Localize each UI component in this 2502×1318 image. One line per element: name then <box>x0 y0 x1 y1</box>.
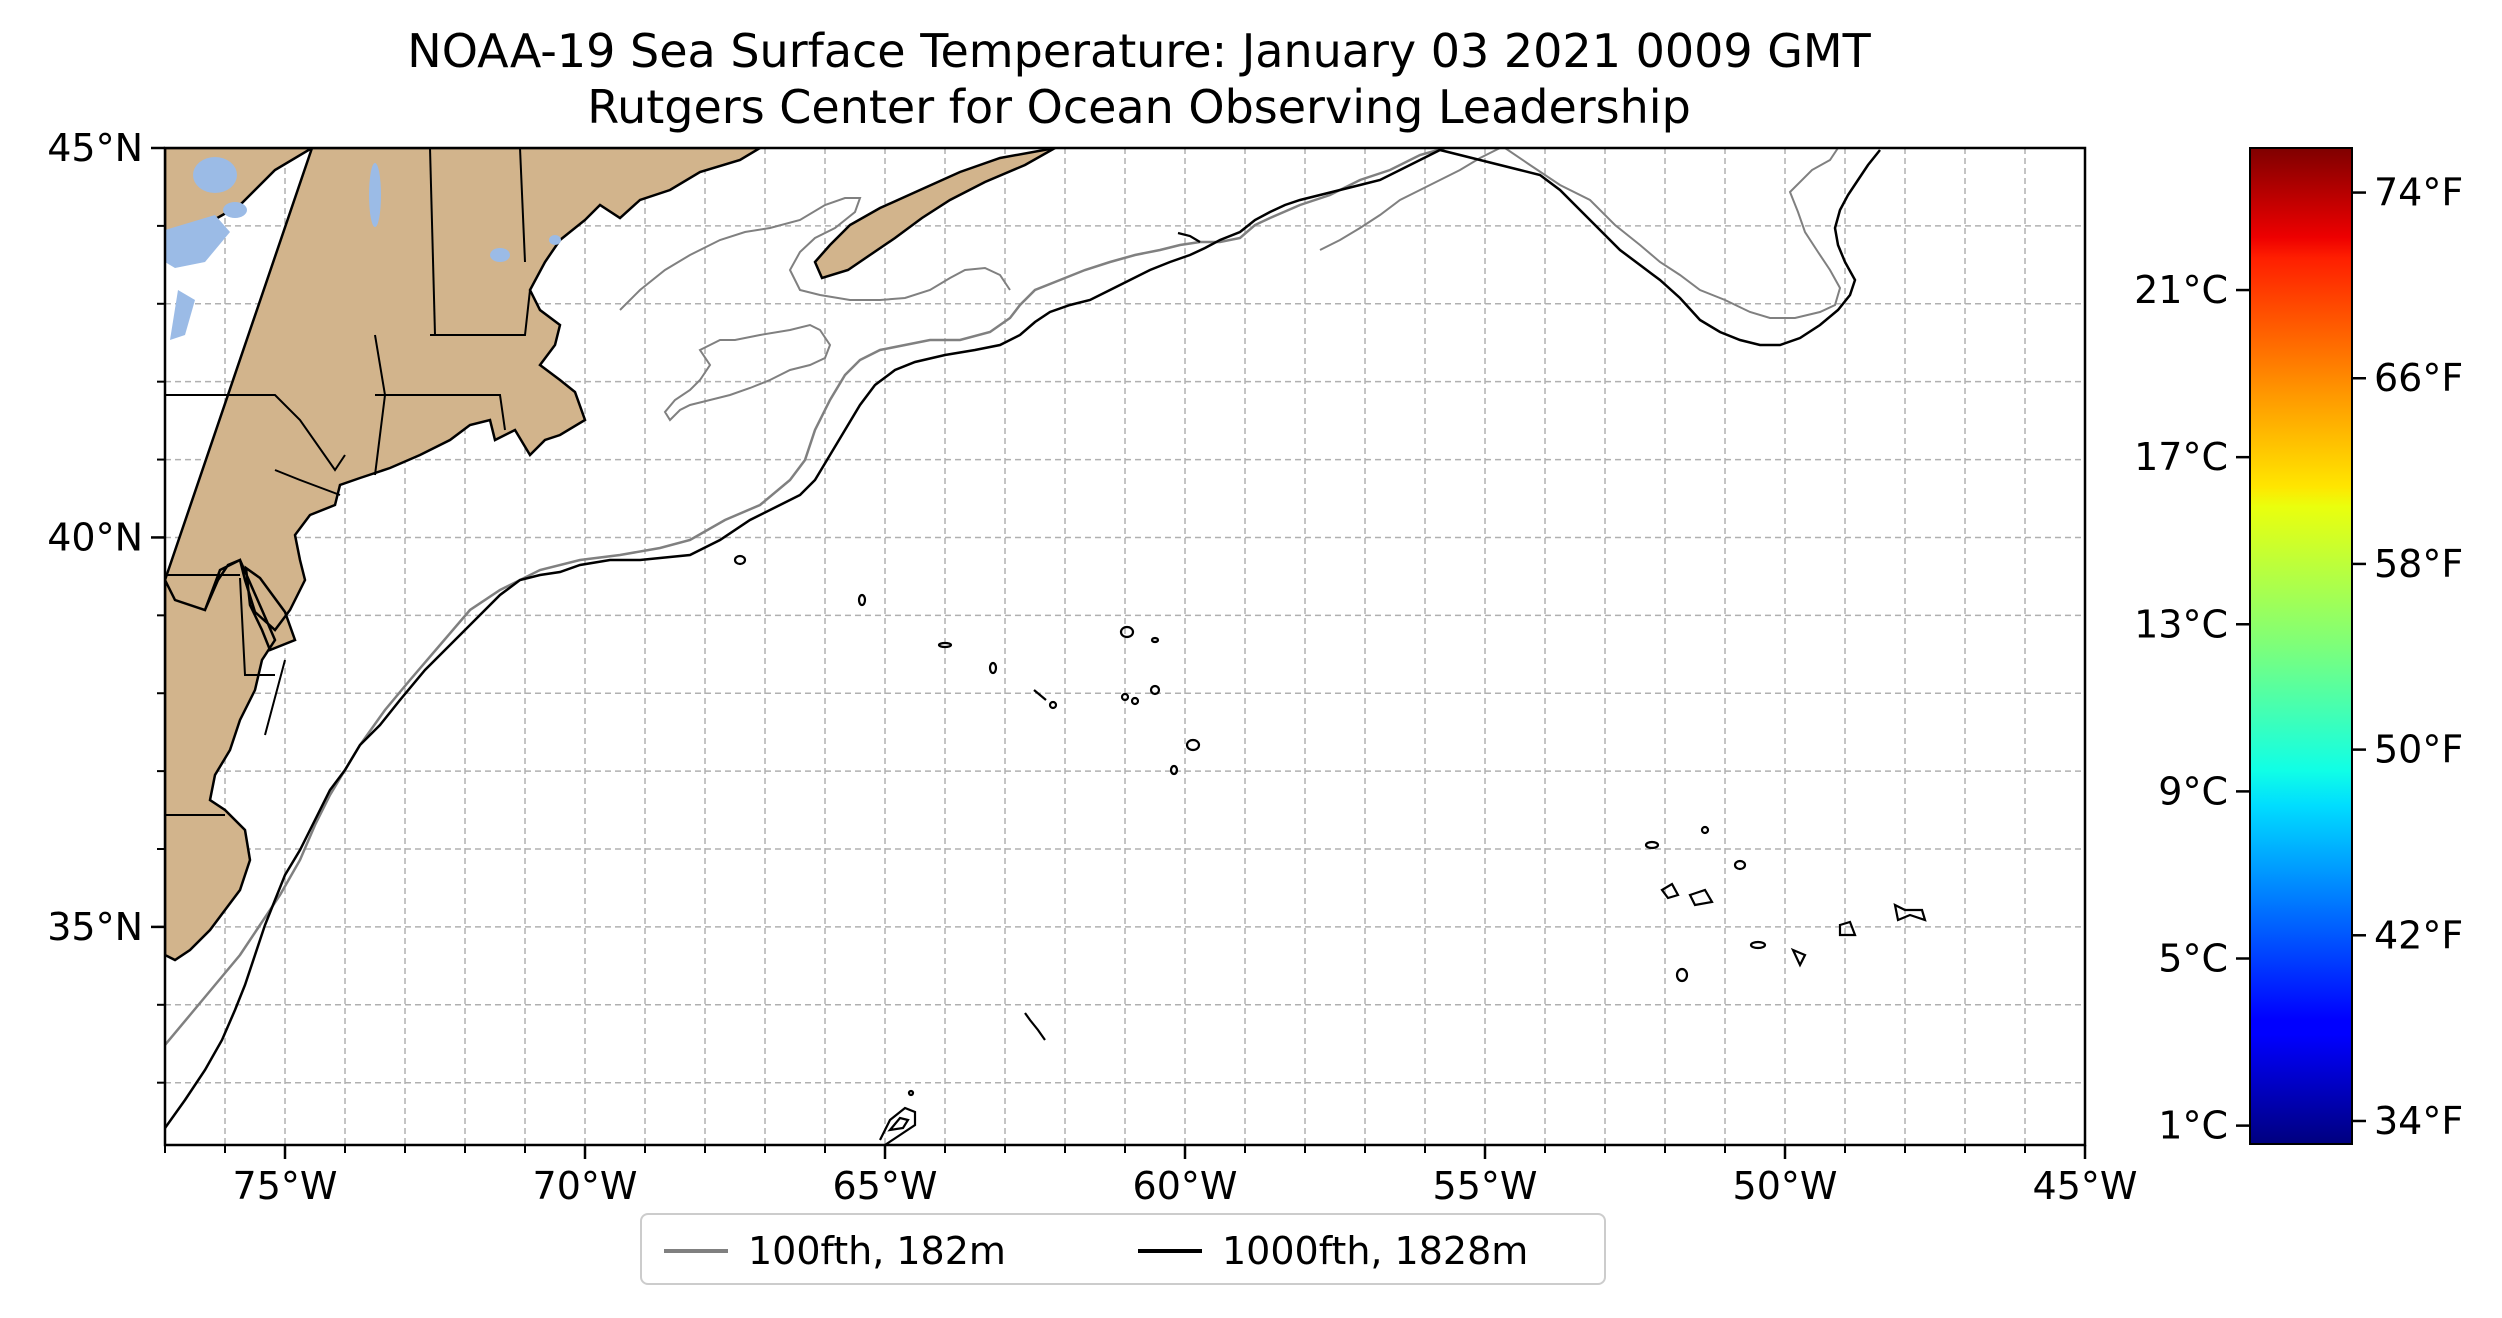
land-mass-nova-scotia <box>813 148 1056 280</box>
legend-label-1000fth: 1000fth, 1828m <box>1222 1229 1529 1273</box>
colorbar-label-celsius: 9°C <box>2158 769 2228 813</box>
colorbar-label-celsius: 5°C <box>2158 937 2228 981</box>
lat-tick-label: 45°N <box>47 126 143 170</box>
colorbar-label-celsius: 1°C <box>2158 1104 2228 1148</box>
colorbar-label-fahrenheit: 66°F <box>2374 356 2463 400</box>
colorbar-label-fahrenheit: 74°F <box>2374 171 2463 215</box>
lat-tick-label: 35°N <box>47 905 143 949</box>
isobath-1000fth <box>165 148 1881 1129</box>
chart-title: NOAA-19 Sea Surface Temperature: January… <box>407 24 1871 78</box>
lon-tick-label: 60°W <box>1133 1164 1238 1208</box>
lakes <box>165 157 561 340</box>
colorbar-label-fahrenheit: 50°F <box>2374 728 2463 772</box>
lon-tick-label: 70°W <box>533 1164 638 1208</box>
lon-tick-label: 75°W <box>233 1164 338 1208</box>
colorbar-ticks: 1°C 5°C 9°C 13°C 17°C 21°C 34°F 42°F 50°F 58°F 66°… <box>2134 171 2463 1148</box>
state-borders <box>165 148 531 816</box>
seamount-contours <box>733 231 1927 1145</box>
map-gridlines <box>165 148 2085 1145</box>
land-mass-north-america <box>165 148 763 962</box>
legend-label-100fth: 100fth, 182m <box>748 1229 1006 1273</box>
isobath-100fth-gulf-of-maine <box>619 148 1842 422</box>
legend-item-1000fth: 1000fth, 1828m <box>1138 1227 1528 1275</box>
legend-swatch-gray-line <box>664 1249 728 1253</box>
legend: 100fth, 182m 1000fth, 1828m <box>640 1213 1606 1285</box>
chart-subtitle: Rutgers Center for Ocean Observing Leade… <box>587 80 1691 134</box>
lat-tick-label: 40°N <box>47 515 143 559</box>
legend-item-100fth: 100fth, 182m <box>664 1227 1006 1275</box>
lon-tick-label: 50°W <box>1733 1164 1838 1208</box>
colorbar-label-fahrenheit: 42°F <box>2374 913 2463 957</box>
colorbar-label-celsius: 17°C <box>2134 435 2228 479</box>
lon-tick-label: 65°W <box>833 1164 938 1208</box>
legend-swatch-black-line <box>1138 1249 1202 1253</box>
colorbar <box>2249 147 2353 1145</box>
lon-tick-label: 45°W <box>2033 1164 2138 1208</box>
map-axis-ticks: 75°W 70°W 65°W 60°W 55°W 50°W 45°W 45°N 40°N 35°N <box>47 126 2137 1208</box>
colorbar-label-fahrenheit: 34°F <box>2374 1099 2463 1143</box>
lon-tick-label: 55°W <box>1433 1164 1538 1208</box>
colorbar-label-fahrenheit: 58°F <box>2374 542 2463 586</box>
colorbar-label-celsius: 21°C <box>2134 268 2228 312</box>
colorbar-label-celsius: 13°C <box>2134 602 2228 646</box>
